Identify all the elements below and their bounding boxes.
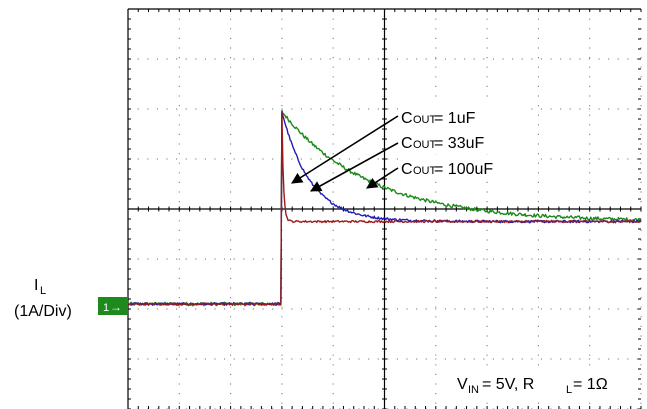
channel-marker-number: 1 — [103, 302, 109, 314]
legend-33uf-main: C — [401, 135, 413, 152]
rl-value: = 1Ω — [573, 376, 608, 393]
legend-1uf-main: C — [401, 110, 413, 127]
legend-entry-1uf: C OUT = 1uF — [398, 104, 531, 128]
vin-main: V — [457, 376, 468, 393]
legend-100uf-sub: OUT — [413, 165, 437, 177]
y-label-main: I — [34, 277, 38, 294]
legend-33uf-sub: OUT — [413, 139, 437, 151]
legend-100uf-main: C — [401, 161, 413, 178]
vin-sub: IN — [468, 384, 479, 396]
legend-1uf-sub: OUT — [413, 114, 437, 126]
legend: C OUT = 1uF C OUT = 33uF C OUT = 100uF — [398, 104, 536, 180]
legend-entry-100uf: C OUT = 100uF — [398, 156, 536, 180]
channel-marker-box — [98, 297, 128, 315]
channel-marker: 1 → — [98, 297, 128, 315]
y-label-sub: L — [40, 285, 46, 297]
traces — [127, 109, 642, 307]
arrow-1uf — [291, 115, 399, 184]
legend-33uf-value: = 33uF — [434, 135, 484, 152]
arrow-100uf — [366, 167, 399, 189]
legend-1uf-value: = 1uF — [434, 110, 476, 127]
y-axis-label: I L (1A/Div) — [14, 277, 72, 320]
legend-arrows — [291, 115, 399, 192]
conditions-annotation: V IN = 5V, R L = 1Ω — [455, 369, 633, 396]
legend-entry-33uf: C OUT = 33uF — [398, 130, 531, 154]
trace-1uf — [127, 111, 642, 306]
rl-sub: L — [566, 384, 572, 396]
scope-grid — [127, 8, 642, 409]
legend-100uf-value: = 100uF — [434, 161, 493, 178]
vin-value: = 5V, R — [482, 376, 534, 393]
arrow-33uf — [310, 142, 399, 192]
channel-marker-arrow: → — [110, 300, 122, 314]
y-label-scale: (1A/Div) — [14, 303, 72, 320]
